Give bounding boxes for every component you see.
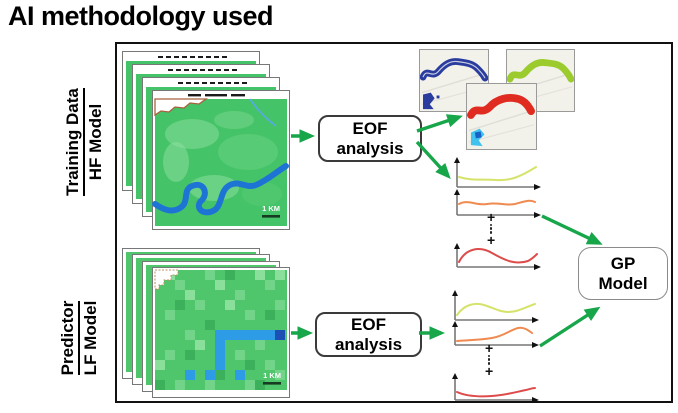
eof-analysis-box-bottom: EOF analysis [315,312,422,357]
training-data-text: Training Data [62,88,86,196]
map-scale-label: 1 KM [263,371,281,380]
river [152,163,289,216]
eof-analysis-box-top: EOF analysis [318,115,422,162]
page-title: AI methodology used [8,1,274,31]
eof-coeff-plot-lf-2 [452,321,539,348]
lf-water-cells [185,330,275,380]
eof-coeff-plot-lf-3 [452,373,539,403]
hf-terrain-map: 1 KM [152,90,290,230]
predictor-lf-label: Predictor LF Model [57,268,101,408]
lf-terrain-map: 1 KM [152,267,290,398]
eof-mode-map-red [466,83,537,150]
map-caption-text [188,94,245,97]
map-caption-text [168,68,240,72]
eof-mode-map-lime [506,49,575,112]
eof-coeff-plot-hf-1 [454,157,541,190]
scale-bar [262,215,280,218]
eof-mode-map-navy [419,49,489,112]
map-caption-text [158,55,230,59]
eof-coeff-plot-hf-2 [454,189,541,218]
lf-model-text: LF Model [81,300,101,376]
map-scale-label: 1 KM [262,204,280,213]
training-data-hf-label: Training Data HF Model [62,52,106,232]
coastline [154,98,209,117]
gp-model-box: GP Model [578,247,668,300]
map-caption-text [178,81,250,85]
eof-coeff-plot-hf-3 [454,243,541,270]
eof-coeff-plot-lf-1 [452,290,539,323]
coastline [154,269,179,290]
summation-ellipsis: + + [487,209,496,249]
summation-ellipsis: + + [485,340,494,380]
hf-model-text: HF Model [86,103,106,181]
scale-bar [263,382,281,385]
predictor-text: Predictor [57,300,81,376]
tributary-line [249,98,277,127]
